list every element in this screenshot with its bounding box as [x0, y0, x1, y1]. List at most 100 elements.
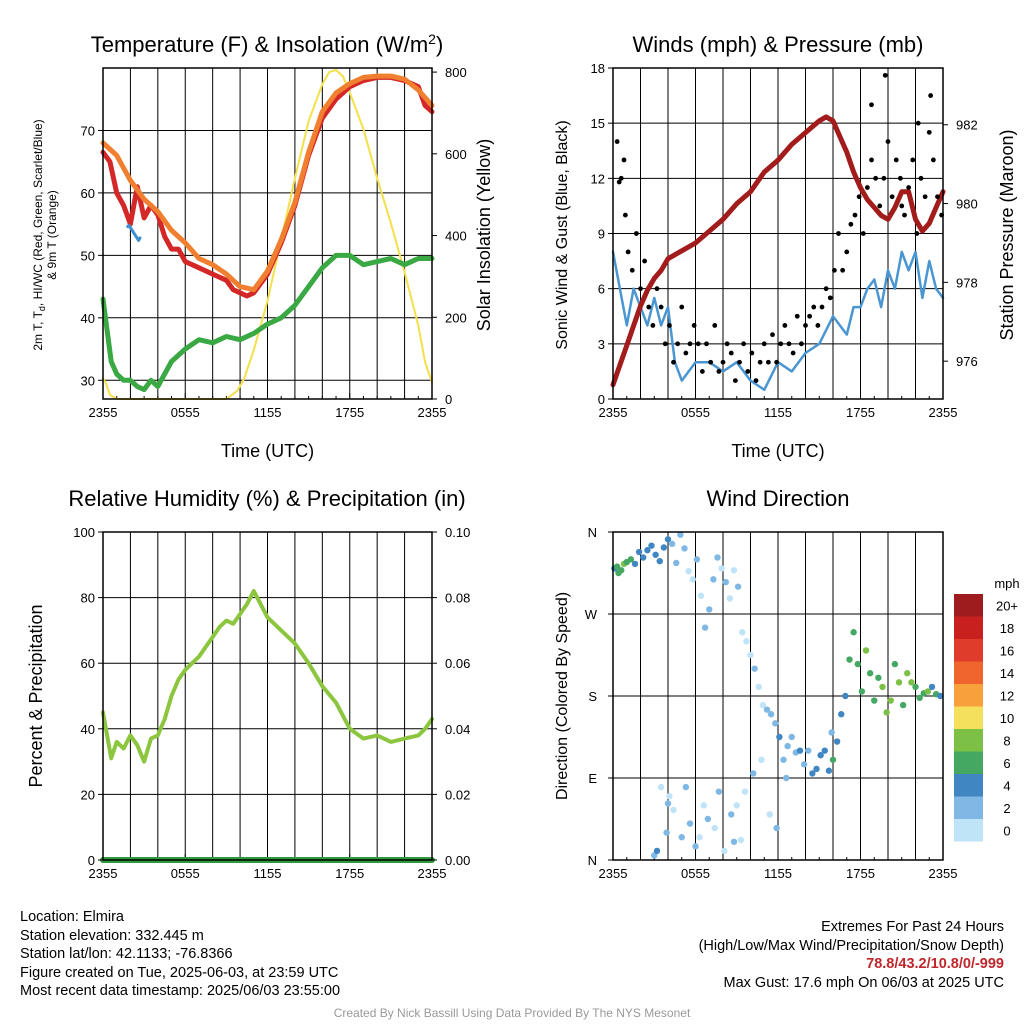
direction-point — [615, 569, 622, 577]
direction-point — [644, 547, 651, 554]
x-tick-label-2355: 2355 — [418, 405, 447, 420]
direction-point — [728, 811, 735, 818]
gust-point — [915, 120, 921, 126]
gust-point — [790, 350, 796, 356]
gust-point — [662, 341, 668, 347]
direction-point — [755, 683, 762, 691]
gust-point — [803, 323, 808, 328]
gust-point — [621, 157, 627, 163]
gust-point — [741, 341, 747, 347]
y-tick-label-80: 80 — [81, 591, 95, 606]
chart-title: Relative Humidity (%) & Precipitation (i… — [68, 486, 465, 511]
x-tick-label-1155: 1155 — [764, 405, 792, 420]
colorbar-swatch-6 — [954, 751, 983, 774]
y-axis-label: Sonic Wind & Gust (Blue, Black) — [554, 120, 571, 349]
direction-point — [692, 843, 699, 850]
colorbar-swatch-8 — [954, 729, 983, 752]
gust-point — [687, 341, 693, 347]
series-9m-t-orange — [100, 73, 435, 293]
gust-point — [616, 179, 622, 185]
direction-point — [758, 756, 765, 763]
gust-point — [786, 341, 792, 347]
recent-data-text: Most recent data timestamp: 2025/06/03 2… — [20, 983, 341, 1000]
y-tick-label-60: 60 — [81, 186, 95, 201]
gust-point — [836, 231, 841, 236]
gust-point — [704, 341, 709, 347]
gust-point — [782, 323, 788, 328]
x-tick-label-2355: 2355 — [89, 866, 118, 881]
direction-point — [640, 554, 647, 561]
gust-point — [671, 359, 676, 365]
gust-point — [914, 231, 920, 236]
direction-point — [721, 847, 728, 855]
direction-point — [689, 576, 696, 583]
direction-point — [652, 551, 659, 558]
gust-point — [893, 157, 899, 163]
gust-point — [745, 369, 751, 374]
gust-point — [848, 221, 854, 227]
gust-point — [753, 378, 759, 384]
gust-point — [840, 267, 846, 273]
direction-point — [704, 815, 712, 823]
gust-point — [737, 359, 742, 365]
gust-point — [633, 231, 639, 236]
chart-title: Wind Direction — [706, 486, 849, 511]
direction-point — [747, 651, 754, 659]
gust-point — [819, 304, 825, 310]
direction-point — [866, 670, 874, 677]
direction-point — [809, 770, 816, 777]
y2-tick-label-200: 200 — [445, 310, 467, 325]
gust-point — [877, 203, 883, 209]
direction-point — [653, 847, 661, 855]
gust-point — [856, 194, 862, 200]
colorbar-swatch-2 — [954, 796, 983, 819]
y2-tick-label-982: 982 — [956, 118, 978, 133]
direction-point — [875, 674, 882, 681]
colorbar-label-20: 20+ — [996, 598, 1018, 613]
y2-tick-label-0-10: 0.10 — [445, 525, 470, 540]
gust-point — [922, 194, 928, 200]
gust-point — [638, 286, 643, 292]
direction-point — [714, 554, 721, 561]
gust-point — [794, 313, 800, 319]
direction-point — [833, 738, 841, 745]
direction-point — [912, 683, 919, 691]
direction-point — [686, 820, 694, 827]
colorbar-label-16: 16 — [1000, 643, 1014, 658]
direction-point — [817, 752, 824, 759]
direction-point — [657, 783, 665, 791]
gust-point — [716, 369, 722, 374]
direction-point — [613, 563, 621, 570]
y-tick-label-9: 9 — [598, 227, 605, 242]
chart-panel-rh: 2355 0555 1155 1755 23550204060801000.000.02… — [26, 486, 470, 881]
y-tick-label-70: 70 — [81, 123, 95, 138]
y-tick-label-0: 0 — [88, 853, 95, 868]
gust-point — [864, 185, 870, 190]
colorbar-label-0: 0 — [1003, 823, 1010, 838]
colorbar-label-4: 4 — [1003, 778, 1010, 793]
direction-point — [821, 747, 828, 754]
extremes-values: 78.8/43.2/10.8/0/-999 — [866, 956, 1004, 973]
direction-point — [682, 783, 690, 791]
direction-point — [776, 733, 783, 741]
colorbar-label-2: 2 — [1003, 801, 1010, 816]
x-tick-label-2355: 2355 — [599, 866, 628, 881]
direction-point — [763, 706, 771, 713]
direction-point — [796, 747, 804, 754]
direction-point — [891, 660, 899, 668]
x-tick-label-1755: 1755 — [846, 405, 875, 420]
direction-point — [666, 793, 673, 800]
gust-point — [618, 175, 624, 181]
figure-created-text: Figure created on Tue, 2025-06-03, at 23… — [20, 964, 339, 981]
gust-point — [918, 175, 924, 181]
gust-point — [910, 157, 916, 163]
direction-point — [854, 660, 861, 668]
direction-point — [673, 559, 680, 567]
x-axis-label: Time (UTC) — [221, 441, 314, 461]
y-tick-label-100: 100 — [73, 525, 95, 540]
gust-point — [899, 203, 905, 209]
gust-point — [654, 286, 660, 292]
direction-point — [722, 578, 729, 586]
direction-point — [734, 583, 742, 590]
gust-point — [844, 249, 850, 255]
